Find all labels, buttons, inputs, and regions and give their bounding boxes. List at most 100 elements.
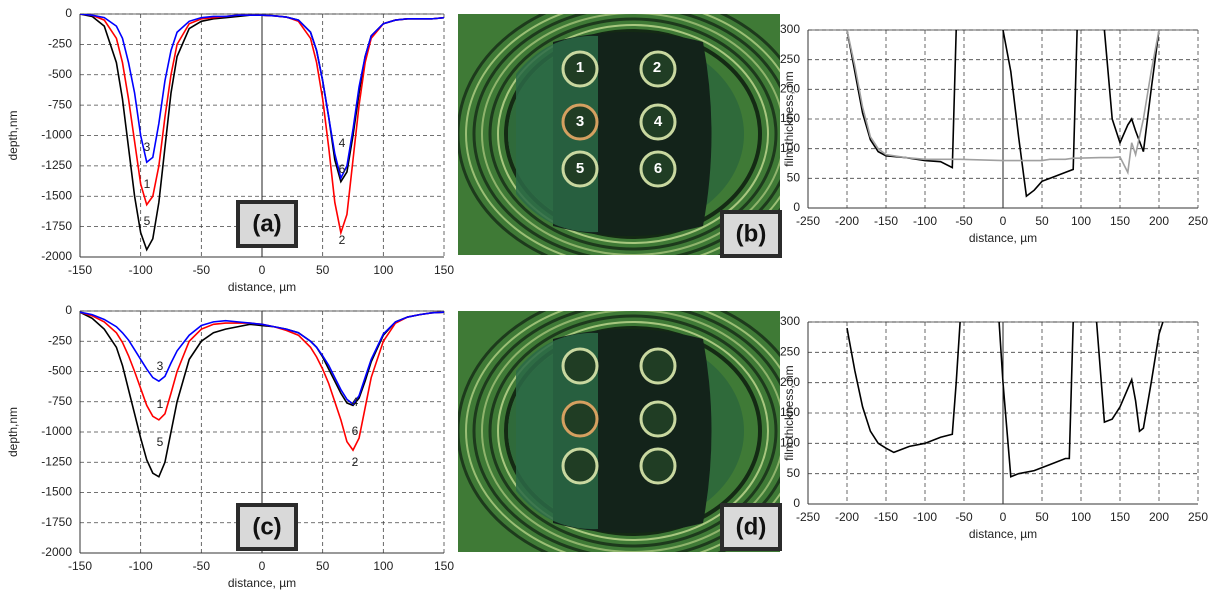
y-tick-label: -1000 xyxy=(41,128,72,142)
x-tick-label: -150 xyxy=(68,263,92,277)
y-tick-label: 50 xyxy=(787,171,801,185)
x-tick-label: -50 xyxy=(193,559,211,573)
curve-label: 4 xyxy=(339,136,346,150)
x-tick-label: -250 xyxy=(796,214,820,228)
panel-label: (a) xyxy=(252,210,281,237)
x-tick-label: 150 xyxy=(434,559,454,573)
x-tick-label: 250 xyxy=(1188,214,1208,228)
x-tick-label: 200 xyxy=(1149,214,1169,228)
panel-label-box xyxy=(236,200,298,248)
y-axis-label: depth,nm xyxy=(6,110,20,160)
y-tick-label: 300 xyxy=(780,22,800,36)
x-axis-label: distance, µm xyxy=(228,576,296,590)
x-tick-label: 150 xyxy=(1110,510,1130,524)
y-axis-label: film thickness, nm xyxy=(782,365,796,460)
y-tick-label: -1750 xyxy=(41,515,72,529)
y-tick-label: 150 xyxy=(780,405,800,419)
y-tick-label: -250 xyxy=(48,333,72,347)
x-tick-label: 100 xyxy=(373,263,393,277)
y-tick-label: 150 xyxy=(780,111,800,125)
y-tick-label: 100 xyxy=(780,436,800,450)
y-axis-label: film thickness, nm xyxy=(782,71,796,166)
x-tick-label: -100 xyxy=(913,214,937,228)
panel-label: (d) xyxy=(736,513,767,540)
chart: 0-250-500-750-1000-1250-1500-1750-2000-1… xyxy=(6,303,454,590)
data-line xyxy=(846,30,1160,176)
curve-label: 3 xyxy=(157,359,164,373)
y-tick-label: 0 xyxy=(793,496,800,510)
x-tick-label: -200 xyxy=(835,214,859,228)
x-axis-label: distance, µm xyxy=(969,527,1037,541)
y-tick-label: 200 xyxy=(780,82,800,96)
y-tick-label: -1000 xyxy=(41,424,72,438)
data-line xyxy=(80,311,444,406)
x-tick-label: 150 xyxy=(434,263,454,277)
x-tick-label: -150 xyxy=(68,559,92,573)
x-tick-label: 0 xyxy=(1000,510,1007,524)
x-tick-label: 200 xyxy=(1149,510,1169,524)
y-tick-label: -750 xyxy=(48,394,72,408)
x-tick-label: -150 xyxy=(874,510,898,524)
x-tick-label: -150 xyxy=(874,214,898,228)
spot-label: 3 xyxy=(576,113,584,130)
chart: 0 50 100 150 200 250 300 -250 -200 -150 -100 -50 0 50… xyxy=(720,22,1208,258)
spot-label: 6 xyxy=(654,160,662,177)
spot-label: 5 xyxy=(576,160,584,177)
chart: 0 50 100 150 200 250 300 -250 -200 -150 -100 -50 0 50… xyxy=(720,314,1208,551)
y-tick-label: -1250 xyxy=(41,454,72,468)
y-tick-label: -1250 xyxy=(41,158,72,172)
curve-label: 5 xyxy=(144,214,151,228)
x-tick-label: -200 xyxy=(835,510,859,524)
x-tick-label: -50 xyxy=(955,214,973,228)
x-tick-label: 250 xyxy=(1188,510,1208,524)
panel-label: (b) xyxy=(736,220,767,247)
panel-label-box xyxy=(720,503,782,551)
y-tick-label: 250 xyxy=(780,52,800,66)
panel-label-box xyxy=(720,210,782,258)
x-tick-label: -50 xyxy=(193,263,211,277)
curve-label: 3 xyxy=(144,140,151,154)
y-tick-label: 200 xyxy=(780,375,800,389)
y-tick-label: 100 xyxy=(780,141,800,155)
y-tick-label: -750 xyxy=(48,97,72,111)
x-tick-label: -50 xyxy=(955,510,973,524)
x-tick-label: -250 xyxy=(796,510,820,524)
y-tick-label: -250 xyxy=(48,37,72,51)
x-tick-label: 100 xyxy=(1071,214,1091,228)
panel-label-box xyxy=(236,503,298,551)
curve-label: 6 xyxy=(339,162,346,176)
y-tick-label: 300 xyxy=(780,314,800,328)
x-tick-label: -100 xyxy=(129,559,153,573)
y-tick-label: -500 xyxy=(48,364,72,378)
curve-label: 1 xyxy=(144,177,151,191)
curve-label: 2 xyxy=(352,455,359,469)
x-tick-label: -100 xyxy=(913,510,937,524)
x-tick-label: 100 xyxy=(373,559,393,573)
y-tick-label: -1750 xyxy=(41,219,72,233)
data-line xyxy=(80,14,444,181)
y-tick-label: 0 xyxy=(65,303,72,317)
curve-label: 5 xyxy=(157,435,164,449)
x-tick-label: 50 xyxy=(316,263,330,277)
x-axis-label: distance, µm xyxy=(969,231,1037,245)
curve-label: 4 xyxy=(352,395,359,409)
x-tick-label: 50 xyxy=(1035,510,1049,524)
spot-label: 2 xyxy=(653,59,661,76)
x-tick-label: 0 xyxy=(1000,214,1007,228)
data-line xyxy=(846,30,1160,198)
curve-label: 6 xyxy=(352,424,359,438)
x-tick-label: 50 xyxy=(316,559,330,573)
x-tick-label: 150 xyxy=(1110,214,1130,228)
data-line xyxy=(80,311,444,478)
x-tick-label: 0 xyxy=(259,559,266,573)
y-tick-label: 0 xyxy=(65,6,72,20)
y-tick-label: -1500 xyxy=(41,485,72,499)
x-tick-label: 50 xyxy=(1035,214,1049,228)
x-tick-label: -100 xyxy=(129,263,153,277)
x-tick-label: 0 xyxy=(259,263,266,277)
y-tick-label: 250 xyxy=(780,345,800,359)
y-tick-label: -1500 xyxy=(41,188,72,202)
data-line xyxy=(846,322,1164,478)
curve-label: 1 xyxy=(157,397,164,411)
